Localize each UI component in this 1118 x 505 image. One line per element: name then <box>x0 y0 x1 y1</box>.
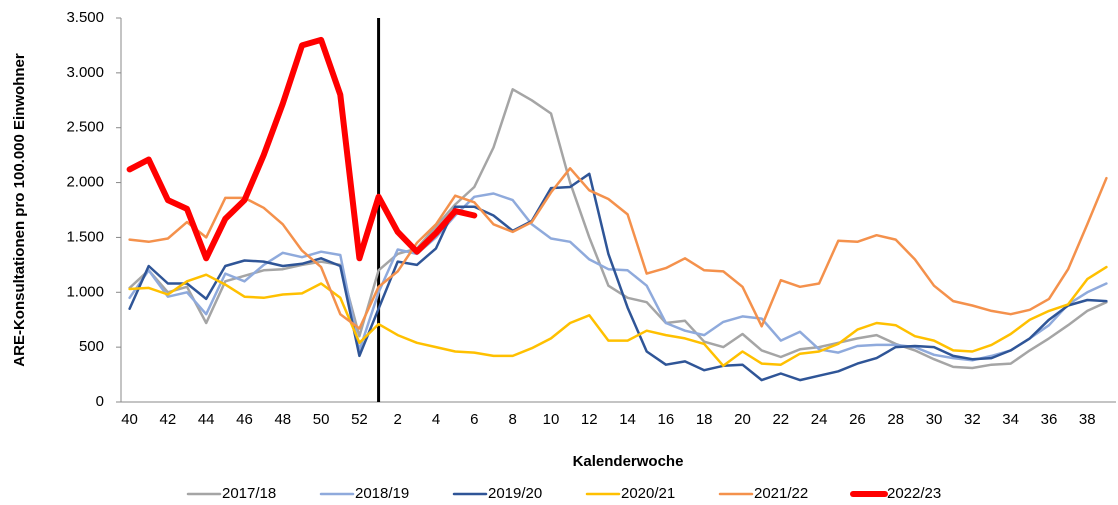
y-axis-title: ARE-Konsultationen pro 100.000 Einwohner <box>11 53 28 367</box>
legend-label: 2022/23 <box>887 485 941 502</box>
x-tick-label: 26 <box>849 411 866 428</box>
x-tick-label: 8 <box>508 411 516 428</box>
x-tick-label: 42 <box>160 411 177 428</box>
x-tick-label: 28 <box>887 411 904 428</box>
y-tick-label: 2.500 <box>66 119 104 136</box>
x-tick-label: 46 <box>236 411 253 428</box>
series-line <box>128 88 1108 370</box>
x-tick-label: 24 <box>811 411 828 428</box>
y-tick-label: 500 <box>79 338 104 355</box>
legend-label: 2020/21 <box>621 485 675 502</box>
x-tick-label: 36 <box>1041 411 1058 428</box>
legend-label: 2019/20 <box>488 485 542 502</box>
legend-label: 2017/18 <box>222 485 276 502</box>
x-tick-label: 22 <box>772 411 789 428</box>
x-tick-label: 40 <box>121 411 138 428</box>
legend-label: 2021/22 <box>754 485 808 502</box>
x-tick-label: 30 <box>926 411 943 428</box>
x-tick-label: 18 <box>696 411 713 428</box>
x-tick-label: 34 <box>1002 411 1019 428</box>
x-tick-label: 10 <box>543 411 560 428</box>
x-tick-label: 38 <box>1079 411 1096 428</box>
x-tick-label: 14 <box>619 411 636 428</box>
x-tick-label: 50 <box>313 411 330 428</box>
y-tick-label: 2.000 <box>66 174 104 191</box>
x-tick-label: 48 <box>274 411 291 428</box>
x-tick-label: 20 <box>734 411 751 428</box>
series-line <box>126 36 478 262</box>
series-line <box>128 167 1108 330</box>
series-line <box>128 172 1108 382</box>
x-tick-label: 6 <box>470 411 478 428</box>
x-tick-label: 44 <box>198 411 215 428</box>
y-tick-label: 1.000 <box>66 283 104 300</box>
y-tick-label: 1.500 <box>66 228 104 245</box>
x-tick-label: 16 <box>658 411 675 428</box>
x-tick-label: 12 <box>581 411 598 428</box>
y-tick-label: 3.500 <box>66 9 104 26</box>
x-tick-label: 32 <box>964 411 981 428</box>
x-tick-label: 52 <box>351 411 368 428</box>
x-tick-label: 4 <box>432 411 440 428</box>
y-tick-label: 0 <box>96 393 104 410</box>
series-line <box>128 265 1108 368</box>
x-axis-title: Kalenderwoche <box>573 453 684 470</box>
series-line <box>128 192 1108 362</box>
legend-label: 2018/19 <box>355 485 409 502</box>
x-tick-label: 2 <box>394 411 402 428</box>
y-tick-label: 3.000 <box>66 64 104 81</box>
